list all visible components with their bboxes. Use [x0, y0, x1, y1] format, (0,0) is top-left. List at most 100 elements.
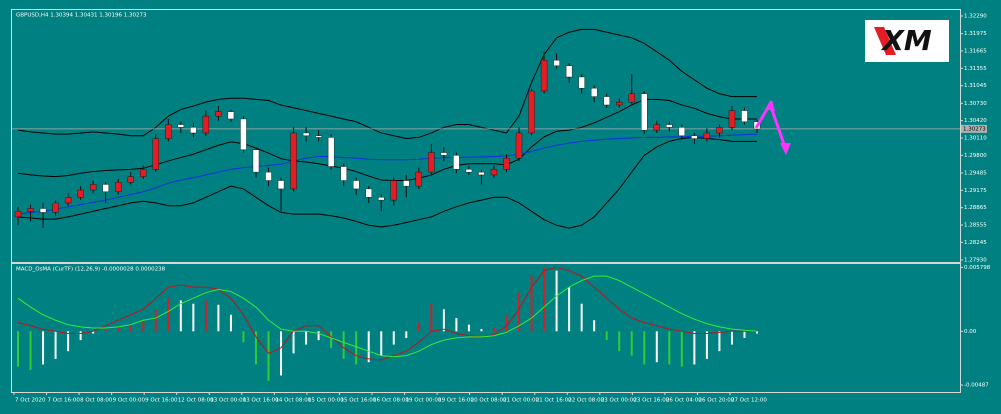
- candle-body: [453, 155, 460, 170]
- x-tick-label: 26 Oct 20:00: [698, 398, 734, 404]
- x-tick-label: 16 Oct 08:00: [373, 398, 409, 404]
- candle-body: [64, 197, 72, 204]
- arrow-head: [780, 143, 791, 155]
- candle-body: [465, 169, 473, 173]
- candle-body: [716, 127, 723, 134]
- candle-body: [528, 90, 535, 134]
- candle-body: [252, 149, 260, 173]
- candle-body: [540, 59, 548, 92]
- candle-body: [678, 127, 686, 136]
- candle-body: [590, 87, 598, 97]
- candle-body: [666, 124, 673, 128]
- y-tick-label: 1.27930: [964, 257, 987, 263]
- y-tick-label: 1.31045: [964, 83, 987, 89]
- indicator-line: [17, 275, 758, 358]
- x-tick-label: 14 Oct 08:00: [275, 398, 311, 404]
- current-price-box: [961, 124, 987, 133]
- candle-body: [390, 180, 397, 201]
- logo-text: XM: [880, 24, 932, 57]
- chart-title: GBPUSD,H4 1.30394 1.30431 1.30196 1.3027…: [16, 13, 147, 19]
- x-tick-label: 13 Oct 00:00: [210, 398, 246, 404]
- y-tick-label: 1.32290: [964, 13, 987, 19]
- candle-body: [77, 189, 84, 198]
- candle-body: [202, 115, 210, 134]
- candle-body: [127, 176, 134, 183]
- candle-body: [177, 124, 185, 128]
- candle-body: [703, 132, 711, 139]
- indicator-line: [17, 98, 757, 182]
- x-tick-label: 20 Oct 08:00: [471, 398, 507, 404]
- candle-body: [14, 211, 22, 218]
- candle-body: [52, 202, 59, 213]
- candle-body: [553, 59, 560, 66]
- candle-body: [365, 188, 372, 198]
- y-tick-label: 1.30730: [964, 101, 987, 107]
- logo-stripe: [874, 27, 896, 55]
- x-tick-label: 15 Oct 16:00: [340, 398, 376, 404]
- candle-body: [215, 111, 222, 117]
- candle-body: [503, 157, 510, 170]
- y-tick-label: 1.31665: [964, 48, 987, 54]
- candle-body: [603, 96, 610, 106]
- candle-body: [403, 180, 410, 187]
- indicator-line: [17, 136, 757, 229]
- candle-body: [327, 137, 335, 167]
- candle-body: [240, 118, 247, 150]
- candle-body: [152, 138, 159, 170]
- macd-panel: [11, 263, 961, 393]
- x-tick-label: 13 Oct 16:00: [243, 398, 279, 404]
- candle-body: [415, 171, 423, 187]
- candle-body: [378, 197, 385, 201]
- candle-body: [190, 127, 197, 134]
- x-tick-label: 15 Oct 00:00: [308, 398, 344, 404]
- x-tick-label: 12 Oct 08:00: [178, 398, 214, 404]
- x-tick-label: 27 Oct 12:00: [731, 398, 767, 404]
- candle-body: [515, 132, 523, 159]
- y-tick-label: 1.29175: [964, 188, 987, 194]
- candle-body: [616, 101, 623, 106]
- x-tick-label: 19 Oct 00:00: [406, 398, 442, 404]
- x-tick-label: 9 Oct 16:00: [145, 398, 178, 404]
- candle-body: [428, 152, 435, 173]
- y-tick-label: 1.28555: [964, 223, 987, 229]
- candle-body: [265, 171, 272, 181]
- candle-body: [102, 184, 109, 192]
- candle-body: [478, 171, 485, 176]
- y-tick-label: 0.00: [964, 329, 977, 335]
- candle-body: [628, 93, 635, 103]
- arrow-head: [765, 100, 775, 111]
- candle-body: [691, 135, 698, 139]
- current-price-label: 1.30273: [963, 126, 986, 132]
- x-tick-label: 22 Oct 08:00: [568, 398, 604, 404]
- candle-body: [653, 124, 660, 131]
- indicator-line: [17, 133, 758, 215]
- x-tick-label: 21 Oct 16:00: [536, 398, 572, 404]
- y-tick-label: 1.28245: [964, 240, 987, 246]
- y-tick-label: 1.29485: [964, 170, 987, 176]
- candle-body: [340, 166, 347, 181]
- candle-body: [115, 181, 122, 192]
- indicator-title: MACD_OsMA (CurTF) (12,26,9) -0.0000028 0…: [16, 267, 166, 273]
- candle-body: [641, 93, 648, 131]
- x-tick-label: 19 Oct 16:00: [438, 398, 474, 404]
- x-tick-label: 7 Oct 2020: [15, 398, 46, 404]
- candle-body: [39, 208, 47, 213]
- candle-body: [490, 169, 498, 176]
- candle-body: [352, 180, 360, 190]
- candle-body: [89, 184, 97, 191]
- candle-body: [140, 169, 147, 177]
- candle-body: [741, 110, 748, 122]
- forecast-arrows: [754, 100, 791, 155]
- y-tick-label: -0.00487: [964, 383, 989, 389]
- x-tick-label: 8 Oct 08:00: [80, 398, 113, 404]
- y-tick-label: 1.30420: [964, 118, 987, 124]
- candle-body: [277, 180, 285, 190]
- candle-body: [27, 208, 34, 212]
- x-tick-label: 21 Oct 00:00: [503, 398, 539, 404]
- y-tick-label: 1.31355: [964, 66, 987, 72]
- candle-body: [227, 111, 235, 120]
- candle-body: [728, 110, 736, 128]
- candle-body: [565, 65, 573, 78]
- x-tick-label: 7 Oct 16:00: [48, 398, 81, 404]
